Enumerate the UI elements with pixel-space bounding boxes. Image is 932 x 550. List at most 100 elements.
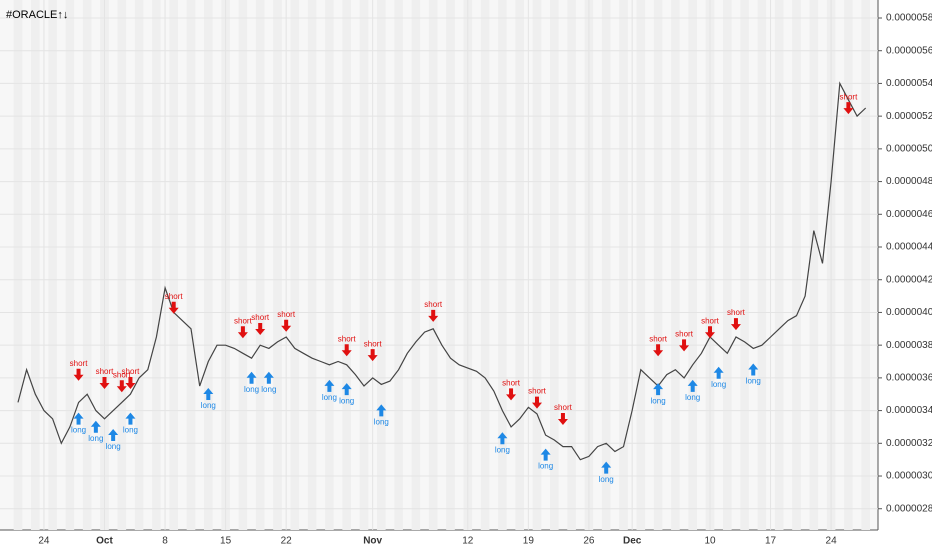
signal-label: long (495, 445, 510, 454)
price-line (17, 81, 867, 461)
signal-arrow (90, 420, 101, 433)
x-tick-label: Nov (363, 536, 382, 547)
signal-label: long (711, 380, 726, 389)
session-band (290, 0, 300, 530)
signal-label: long (244, 385, 259, 394)
signal-label: short (96, 367, 115, 376)
signal-label: long (339, 396, 354, 405)
session-band (515, 0, 525, 530)
session-band (186, 0, 196, 530)
signal-label: short (277, 310, 296, 319)
session-band (203, 0, 213, 530)
y-tick-label: 0.00000580 (886, 13, 932, 24)
signal-arrow (99, 376, 110, 389)
signal-arrow (125, 376, 136, 389)
signal-label: short (70, 359, 89, 368)
signal-arrow (730, 318, 741, 331)
signal-arrow (367, 349, 378, 362)
signal-label: short (502, 379, 521, 388)
signal-arrow (653, 383, 664, 396)
signal-label: short (234, 316, 253, 325)
signal-arrow (843, 102, 854, 115)
session-band (48, 0, 57, 530)
signal-arrow (557, 412, 568, 425)
session-band (549, 0, 559, 530)
signal-arrow (506, 388, 517, 401)
session-band (376, 0, 386, 530)
signal-arrow (679, 339, 690, 352)
chart-title: #ORACLE↑↓ (6, 9, 68, 21)
x-tick-label: 24 (38, 536, 50, 547)
signal-label: short (338, 334, 357, 343)
signal-arrow (748, 363, 759, 376)
signal-arrow (324, 379, 335, 392)
signal-arrow (341, 344, 352, 357)
session-band (169, 0, 179, 530)
session-band (532, 0, 542, 530)
session-band (238, 0, 248, 530)
signal-label: short (251, 313, 270, 322)
signal-label: short (701, 316, 720, 325)
plot-background (0, 0, 878, 530)
session-band (688, 0, 698, 530)
signal-arrow (116, 380, 127, 393)
session-band (13, 0, 23, 530)
signal-label: short (840, 92, 859, 101)
x-tick-label: 8 (162, 536, 168, 547)
signal-arrow (237, 326, 248, 339)
session-band (757, 0, 767, 530)
signal-label: long (261, 385, 276, 394)
session-band (653, 0, 663, 530)
x-tick-label: 19 (523, 536, 535, 547)
x-tick-label: 24 (826, 536, 838, 547)
signal-arrow (281, 319, 292, 332)
session-band (740, 0, 749, 530)
session-band (411, 0, 421, 530)
signal-arrow (73, 412, 84, 425)
signal-arrow (653, 344, 664, 357)
signal-label: short (122, 367, 141, 376)
signal-label: long (106, 442, 121, 451)
signal-label: short (649, 334, 668, 343)
session-band (255, 0, 265, 530)
signal-arrow (108, 428, 119, 441)
signal-label: short (528, 387, 547, 396)
signal-label: long (123, 426, 138, 435)
session-band (809, 0, 819, 530)
session-band (307, 0, 317, 530)
session-band (774, 0, 784, 530)
signal-label: short (675, 329, 694, 338)
x-tick-label: 22 (281, 536, 293, 547)
signal-arrow (73, 368, 84, 381)
session-band (844, 0, 853, 530)
x-tick-label: 12 (462, 536, 474, 547)
x-tick-label: Dec (623, 536, 642, 547)
signal-label: long (599, 475, 614, 484)
session-band (722, 0, 732, 530)
session-band (342, 0, 352, 530)
session-band (359, 0, 369, 530)
signal-arrow (203, 388, 214, 401)
signal-label: long (88, 434, 103, 443)
signal-arrow (341, 383, 352, 396)
signal-arrow (601, 461, 612, 474)
signal-label: short (165, 292, 184, 301)
signal-arrow (540, 448, 551, 461)
signal-label: short (727, 308, 746, 317)
session-band (567, 0, 576, 530)
session-band (792, 0, 801, 530)
signal-label: long (374, 418, 389, 427)
session-band (619, 0, 628, 530)
session-band (65, 0, 75, 530)
signal-label: long (538, 462, 553, 471)
